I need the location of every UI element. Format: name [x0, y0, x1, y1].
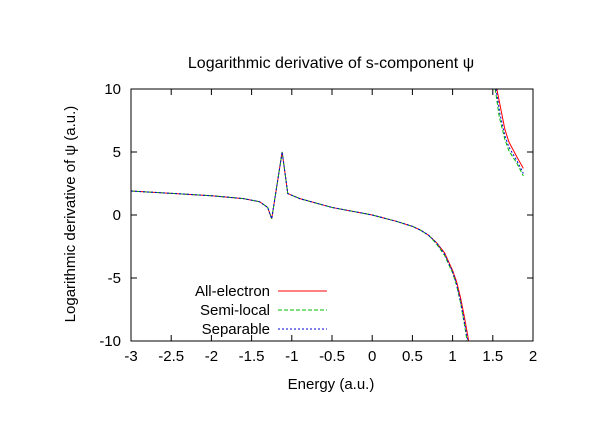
x-axis-label: Energy (a.u.)	[288, 376, 375, 393]
x-tick-label: 1.5	[482, 348, 503, 365]
y-tick-label: -10	[99, 333, 121, 350]
x-tick-label: 1	[448, 348, 456, 365]
y-tick-label: 0	[113, 207, 121, 224]
chart-title: Logarithmic derivative of s-component ψ	[188, 55, 474, 72]
legend-label: All-electron	[195, 283, 270, 300]
legend-label: Semi-local	[200, 302, 270, 319]
x-tick-label: 0.5	[402, 348, 423, 365]
x-tick-label: -2	[205, 348, 218, 365]
x-tick-label: -3	[124, 348, 137, 365]
series-layer	[131, 89, 524, 341]
series-line-separable-segment-2	[495, 89, 524, 174]
y-tick-label: -5	[108, 270, 121, 287]
y-tick-label: 10	[104, 81, 121, 98]
x-tick-label: -2.5	[158, 348, 184, 365]
legend: All-electron Semi-local Separable	[195, 283, 327, 338]
y-tick-label: 5	[113, 144, 121, 161]
x-tick-label: 0	[368, 348, 376, 365]
x-tick-label: -0.5	[319, 348, 345, 365]
y-axis-label: Logarithmic derivative of ψ (a.u.)	[62, 106, 79, 323]
series-line-semi-local-segment-2	[494, 89, 524, 177]
x-tick-label: 2	[529, 348, 537, 365]
x-tick-label: -1.5	[239, 348, 265, 365]
plot-area-frame	[130, 88, 534, 342]
series-line-all-electron-segment-2	[496, 89, 524, 169]
series-line-separable-segment-1	[131, 151, 469, 341]
x-tick-label: -1	[285, 348, 298, 365]
tick-layer: -3 -2.5 -2 -1.5 -1 -0.5 0 0.5 1 1.5 2 -10 -5 0 5 10	[99, 81, 537, 365]
legend-label: Separable	[202, 321, 270, 338]
series-line-semi-local-segment-1	[131, 151, 468, 341]
